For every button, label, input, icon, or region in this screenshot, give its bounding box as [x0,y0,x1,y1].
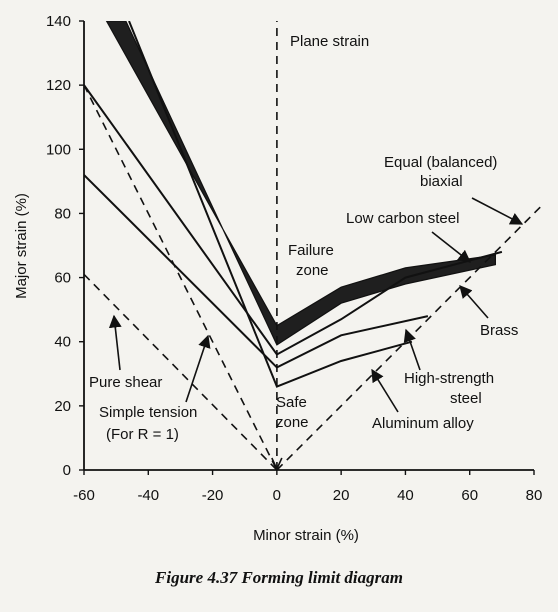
arrow-high-strength [403,328,421,371]
y-tick-label: 100 [46,141,71,158]
y-tick-label: 140 [46,13,71,30]
annotation-safe-zone-line1: Safe [276,394,307,411]
y-tick-label: 80 [54,205,71,222]
series-low-carbon-steel-band [105,21,496,346]
y-tick-label: 120 [46,77,71,94]
series-pure-shear-line [84,273,278,470]
y-tick-label: 40 [54,334,71,351]
annotation-equal-biaxial-line2: biaxial [420,173,463,190]
arrow-equal-biaxial [471,197,524,225]
figure-caption: Figure 4.37 Forming limit diagram [155,568,403,587]
arrow-brass [459,285,489,319]
series-simple-tension-line [84,84,278,470]
annotation-low-carbon-steel: Low carbon steel [346,210,459,227]
annotation-high-strength-line2: steel [450,390,482,407]
y-tick-label: 20 [54,398,71,415]
x-tick-label: -40 [137,487,159,504]
x-tick-label: 60 [461,487,478,504]
x-axis-title: Minor strain (%) [253,527,359,544]
y-axis-title: Major strain (%) [13,193,30,299]
annotation-high-strength-line1: High-strength [404,370,494,387]
annotation-aluminum-alloy: Aluminum alloy [372,415,474,432]
annotation-failure-zone-line1: Failure [288,242,334,259]
annotation-plane-strain: Plane strain [290,33,369,50]
annotation-failure-zone-line2: zone [296,262,329,279]
x-tick-label: 0 [273,487,281,504]
series-high-strength-steel-line [84,174,429,369]
annotation-safe-zone-line2: zone [276,414,309,431]
origin-arrow-icon [271,457,283,471]
y-tick-label: 0 [63,462,71,479]
axis-ticks: -60 -40 -20 0 20 40 60 80 0 20 40 60 80 100 120 140 [46,13,542,504]
annotation-equal-biaxial-line1: Equal (balanced) [384,154,497,171]
arrow-simple-tension [185,334,211,403]
annotation-arrows [108,197,524,471]
x-tick-label: 20 [333,487,350,504]
annotation-simple-tension-line1: Simple tension [99,404,197,421]
annotation-brass: Brass [480,322,518,339]
series-brass-line [84,84,503,356]
series-aluminum-alloy-line [128,21,413,388]
annotation-pure-shear: Pure shear [89,374,162,391]
series-layer [84,21,541,470]
x-tick-label: -60 [73,487,95,504]
arrow-aluminum-alloy [371,368,399,413]
x-tick-label: -20 [202,487,224,504]
x-tick-label: 40 [397,487,414,504]
y-tick-label: 60 [54,270,71,287]
arrow-pure-shear [108,314,122,371]
x-tick-label: 80 [526,487,543,504]
annotation-simple-tension-line2: (For R = 1) [106,426,179,443]
arrow-low-carbon-steel [431,231,472,263]
